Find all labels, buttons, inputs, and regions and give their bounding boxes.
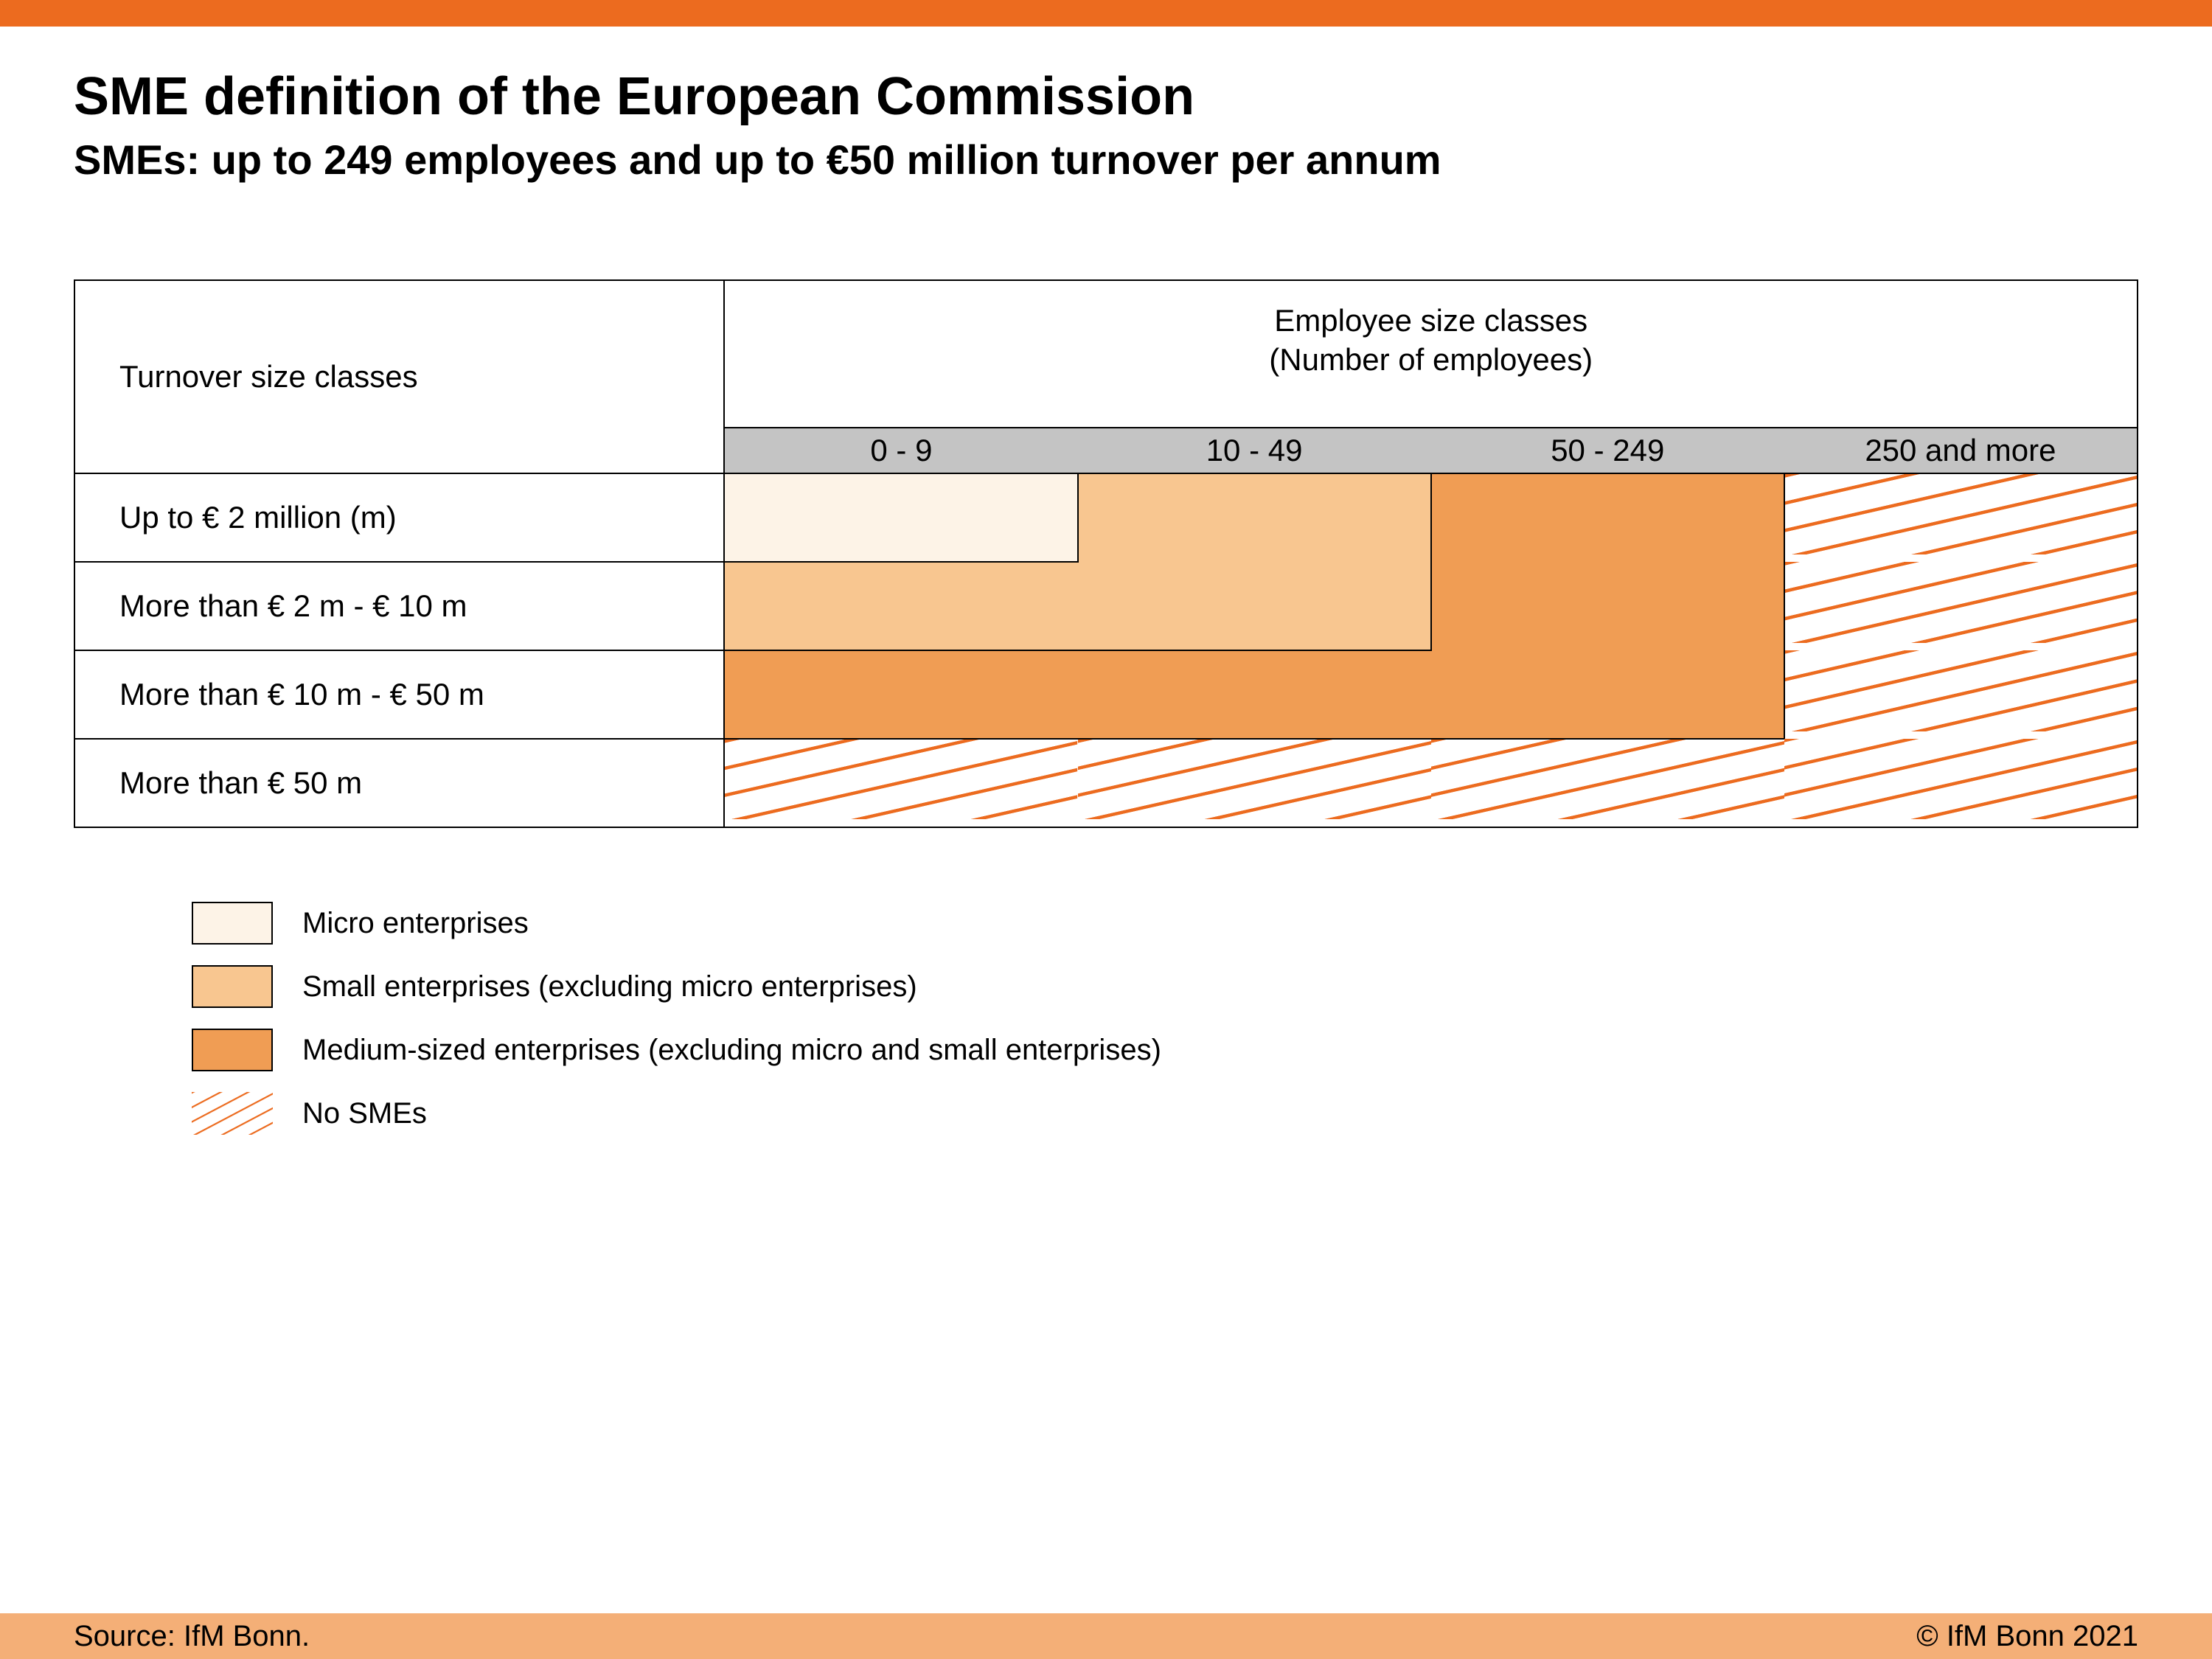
legend-item: No SMEs bbox=[192, 1092, 2138, 1135]
matrix-cell bbox=[1078, 739, 1431, 827]
sme-definition-table: Turnover size classesEmployee size class… bbox=[74, 279, 2138, 828]
matrix-cell bbox=[1784, 473, 2138, 562]
legend-swatch bbox=[192, 1029, 273, 1071]
legend-item: Small enterprises (excluding micro enter… bbox=[192, 965, 2138, 1008]
column-axis-label: Employee size classes(Number of employee… bbox=[724, 280, 2138, 428]
matrix-cell bbox=[1784, 650, 2138, 739]
matrix-cell bbox=[1431, 739, 1784, 827]
matrix-cell bbox=[1431, 562, 1784, 650]
row-axis-label: Turnover size classes bbox=[74, 280, 724, 473]
page-title: SME definition of the European Commissio… bbox=[74, 66, 2138, 127]
legend-swatch bbox=[192, 902, 273, 945]
footer-bar: Source: IfM Bonn. © IfM Bonn 2021 bbox=[0, 1613, 2212, 1659]
row-header: More than € 10 m - € 50 m bbox=[74, 650, 724, 739]
matrix-cell bbox=[724, 473, 1077, 562]
row-header: More than € 50 m bbox=[74, 739, 724, 827]
legend-label: No SMEs bbox=[302, 1097, 427, 1130]
matrix-cell bbox=[1784, 739, 2138, 827]
footer-copyright: © IfM Bonn 2021 bbox=[1916, 1620, 2138, 1653]
matrix-cell bbox=[724, 562, 1077, 650]
legend-swatch bbox=[192, 1092, 273, 1135]
legend-item: Medium-sized enterprises (excluding micr… bbox=[192, 1029, 2138, 1071]
column-header: 0 - 9 bbox=[724, 428, 1077, 473]
legend-item: Micro enterprises bbox=[192, 902, 2138, 945]
column-header: 250 and more bbox=[1784, 428, 2138, 473]
matrix-cell bbox=[1078, 473, 1431, 562]
legend-label: Medium-sized enterprises (excluding micr… bbox=[302, 1034, 1161, 1067]
matrix-cell bbox=[1431, 650, 1784, 739]
legend-label: Small enterprises (excluding micro enter… bbox=[302, 970, 917, 1004]
row-header: More than € 2 m - € 10 m bbox=[74, 562, 724, 650]
legend: Micro enterprises Small enterprises (excl… bbox=[192, 902, 2138, 1135]
footer-source: Source: IfM Bonn. bbox=[74, 1620, 310, 1653]
column-header: 10 - 49 bbox=[1078, 428, 1431, 473]
matrix-cell bbox=[1078, 650, 1431, 739]
matrix-cell bbox=[1431, 473, 1784, 562]
legend-label: Micro enterprises bbox=[302, 907, 529, 940]
page-subtitle: SMEs: up to 249 employees and up to €50 … bbox=[74, 136, 2138, 184]
matrix-cell bbox=[724, 650, 1077, 739]
matrix-cell bbox=[1078, 562, 1431, 650]
matrix-cell bbox=[724, 739, 1077, 827]
matrix-cell bbox=[1784, 562, 2138, 650]
legend-swatch bbox=[192, 965, 273, 1008]
row-header: Up to € 2 million (m) bbox=[74, 473, 724, 562]
top-brand-bar bbox=[0, 0, 2212, 27]
column-header: 50 - 249 bbox=[1431, 428, 1784, 473]
